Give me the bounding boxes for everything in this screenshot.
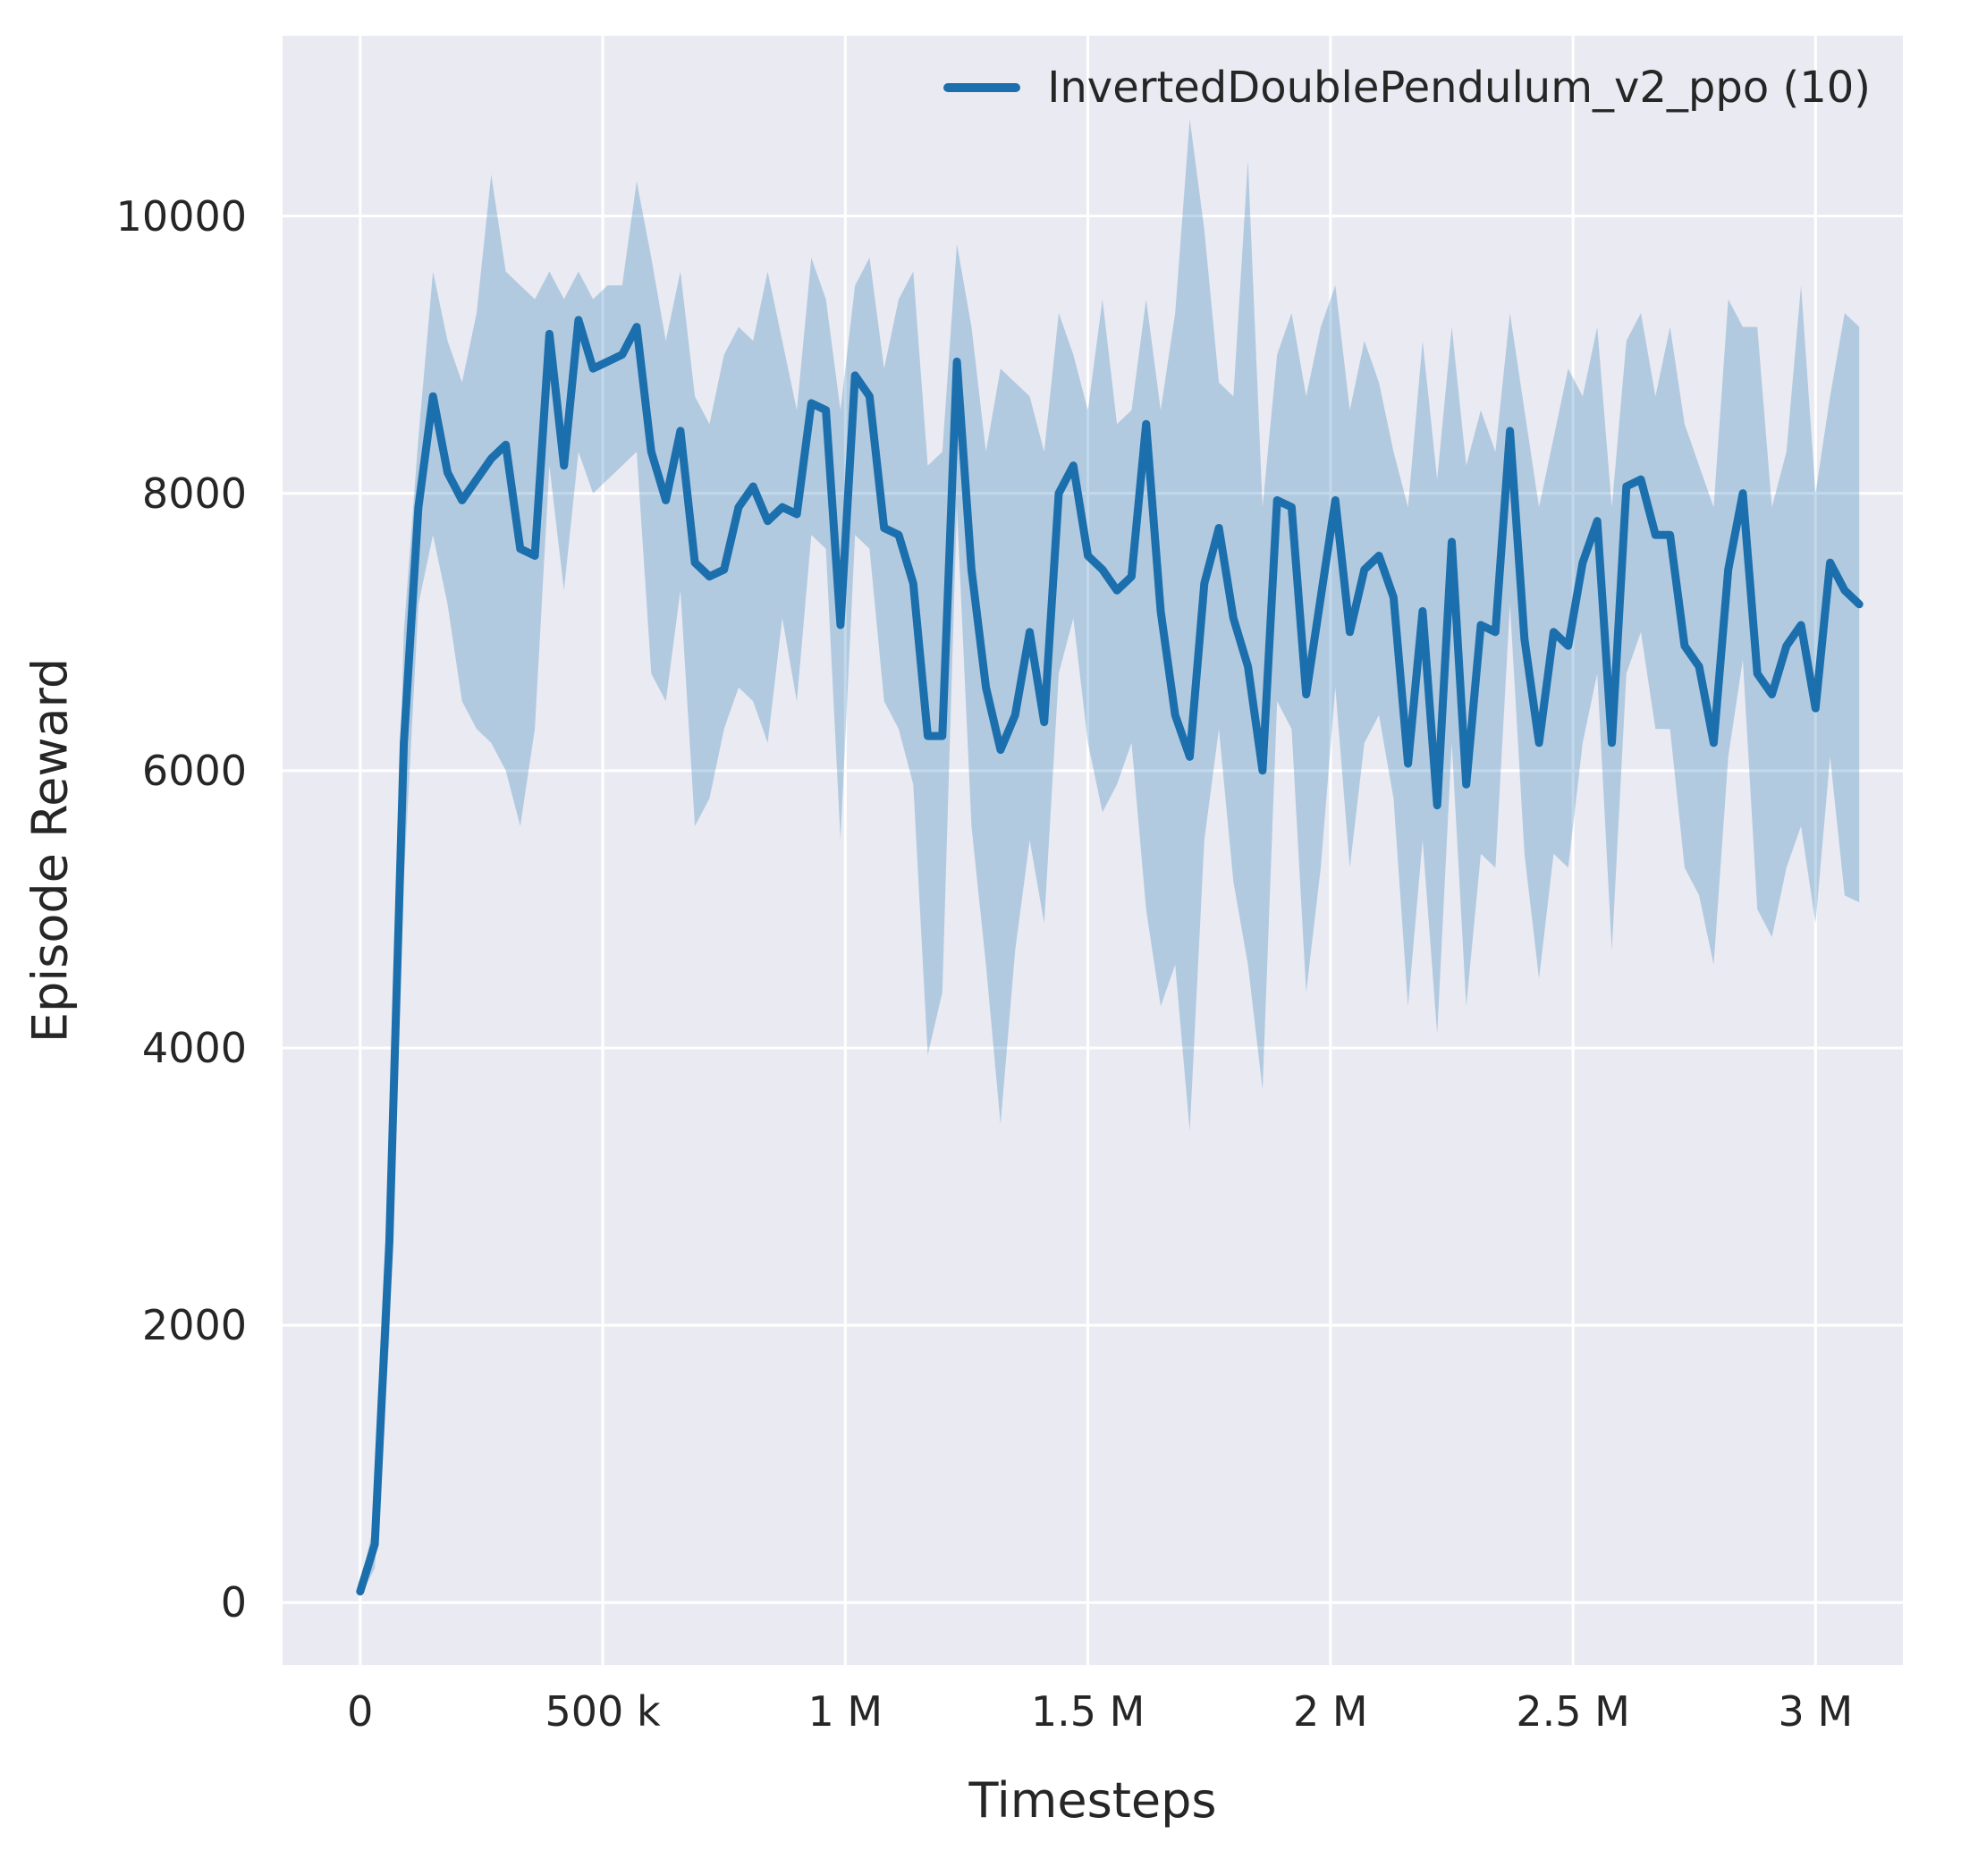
legend: InvertedDoublePendulum_v2_ppo (10) <box>943 63 1871 113</box>
x-tick-label: 2.5 M <box>1516 1687 1630 1736</box>
y-axis-label: Episode Reward <box>21 657 79 1044</box>
x-tick-label: 500 k <box>545 1687 661 1736</box>
x-tick-label: 0 <box>347 1687 374 1736</box>
y-tick-label: 6000 <box>141 746 247 795</box>
y-tick-label: 8000 <box>141 469 247 518</box>
x-tick-label: 1.5 M <box>1030 1687 1145 1736</box>
legend-line-swatch <box>943 83 1021 92</box>
y-tick-label: 10000 <box>115 191 247 241</box>
x-tick-label: 1 M <box>807 1687 883 1736</box>
x-axis-label: Timesteps <box>968 1772 1217 1829</box>
x-tick-label: 3 M <box>1778 1687 1854 1736</box>
y-tick-label: 0 <box>220 1578 247 1627</box>
chart-canvas <box>283 36 1903 1665</box>
mean-line <box>356 316 1864 1596</box>
y-tick-label: 2000 <box>141 1301 247 1350</box>
y-tick-label: 4000 <box>141 1023 247 1072</box>
x-tick-label: 2 M <box>1293 1687 1368 1736</box>
plot-area: InvertedDoublePendulum_v2_ppo (10) <box>283 36 1903 1665</box>
plot-background <box>283 36 1903 1665</box>
confidence-band <box>359 119 1860 1597</box>
legend-label: InvertedDoublePendulum_v2_ppo (10) <box>1047 63 1871 113</box>
